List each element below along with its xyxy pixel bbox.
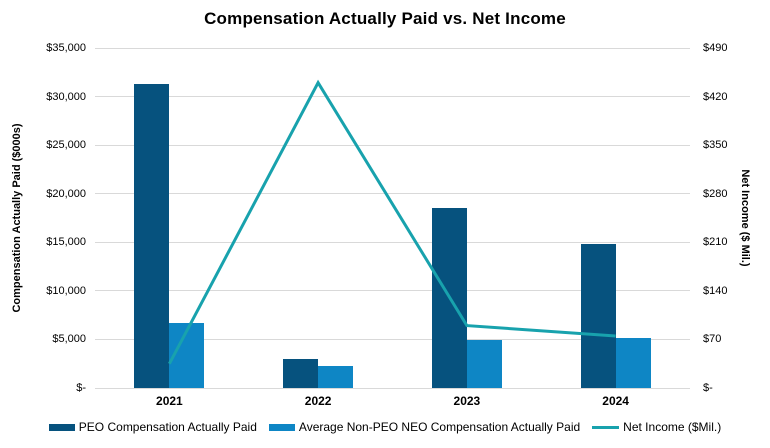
legend-label: PEO Compensation Actually Paid: [79, 420, 257, 434]
x-axis-label-2021: 2021: [156, 394, 183, 408]
right-axis-tick: $280: [703, 188, 767, 200]
right-axis-tick: $-: [703, 382, 767, 394]
right-axis-tick: $140: [703, 285, 767, 297]
right-axis-tick: $70: [703, 333, 767, 345]
legend-label: Net Income ($Mil.): [623, 420, 721, 434]
right-axis-tick: $490: [703, 42, 767, 54]
left-axis-tick: $20,000: [0, 188, 86, 200]
left-axis-tick: $5,000: [0, 333, 86, 345]
chart-title: Compensation Actually Paid vs. Net Incom…: [0, 9, 770, 29]
net-income-polyline: [169, 83, 615, 364]
legend-item-net-income-mil: Net Income ($Mil.): [592, 420, 721, 434]
legend-bar-swatch-icon: [49, 424, 75, 431]
legend: PEO Compensation Actually Paid Average No…: [0, 420, 770, 434]
legend-item-peo-compensation-actually-paid: PEO Compensation Actually Paid: [49, 420, 257, 434]
net-income-line: [95, 48, 690, 388]
left-axis-tick: $-: [0, 382, 86, 394]
right-axis-tick: $420: [703, 91, 767, 103]
x-axis-label-2024: 2024: [602, 394, 629, 408]
right-axis-ticks: $490$420$350$280$210$140$70$-: [703, 48, 767, 388]
left-axis-tick: $15,000: [0, 236, 86, 248]
right-axis-tick: $350: [703, 139, 767, 151]
x-axis-label-2023: 2023: [454, 394, 481, 408]
x-axis-labels: 2021 2022 2023 2024: [95, 394, 690, 410]
left-axis-tick: $10,000: [0, 285, 86, 297]
left-axis-tick: $25,000: [0, 139, 86, 151]
legend-bar-swatch-icon: [269, 424, 295, 431]
legend-item-average-non-peo-neo-compensation-actually-paid: Average Non-PEO NEO Compensation Actuall…: [269, 420, 580, 434]
right-axis-tick: $210: [703, 236, 767, 248]
left-axis-tick: $30,000: [0, 91, 86, 103]
chart: Compensation Actually Paid vs. Net Incom…: [0, 0, 770, 448]
x-axis-label-2022: 2022: [305, 394, 332, 408]
legend-label: Average Non-PEO NEO Compensation Actuall…: [299, 420, 580, 434]
legend-line-swatch-icon: [592, 426, 619, 429]
plot-area: [95, 48, 690, 388]
left-axis-ticks: $35,000$30,000$25,000$20,000$15,000$10,0…: [0, 48, 86, 388]
left-axis-tick: $35,000: [0, 42, 86, 54]
